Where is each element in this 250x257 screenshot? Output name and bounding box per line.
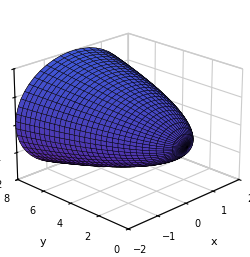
X-axis label: x: x [211, 237, 218, 247]
Y-axis label: y: y [39, 237, 46, 247]
